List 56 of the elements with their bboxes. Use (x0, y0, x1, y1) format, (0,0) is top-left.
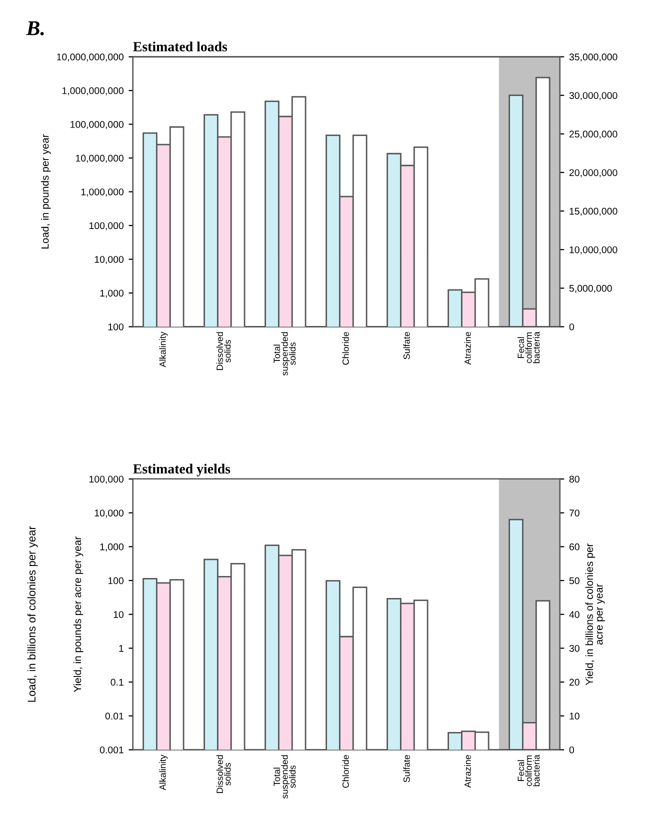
x-tick-label: Atrazine (464, 755, 471, 788)
y2-tick-label: 0 (569, 323, 574, 330)
x-tick-label: Total suspended solids (273, 332, 296, 376)
y-tick-label: 1,000 (100, 290, 124, 298)
y-tick-label: 100,000 (89, 222, 124, 230)
y2-tick-label: 20 (569, 678, 580, 686)
y-tick-label: 1,000,000 (81, 188, 124, 197)
y-axis-title: Yield, in pounds per acre per year (73, 536, 84, 692)
y-tick-label: 0.01 (105, 712, 124, 720)
y-tick-label: 100,000,000 (70, 121, 124, 130)
x-tick-label: Dissolved solids (216, 332, 231, 370)
x-tick-label: Total suspended solids (273, 755, 296, 799)
y-tick-label: 100,000 (89, 476, 124, 484)
y-tick-label: 10,000 (94, 510, 124, 518)
y2-tick-label: 25,000,000 (569, 130, 618, 139)
x-tick-label: Chloride (342, 755, 349, 788)
y-tick-label: 0.1 (110, 678, 124, 686)
x-tick-label: Alkalinity (159, 754, 168, 790)
x-tick-label: Alkalinity (159, 332, 168, 368)
y-tick-label: 10,000 (94, 256, 124, 264)
text: B. (26, 21, 44, 36)
chart-title: Estimated yields (133, 464, 230, 476)
y2-tick-label: 5,000,000 (569, 284, 612, 293)
y-tick-label: 10,000,000 (76, 154, 124, 163)
y2-tick-label: 10 (570, 712, 580, 720)
y2-tick-label: 15,000,000 (570, 208, 618, 216)
y2-tick-label: 50 (569, 577, 580, 584)
y-tick-label: 100 (108, 577, 124, 584)
text: Load, in billions of colonies per year (27, 526, 38, 702)
y-tick-label: 1 (119, 645, 124, 652)
y2-tick-label: 30,000,000 (569, 92, 618, 100)
y2-tick-label: 60 (569, 543, 580, 550)
y-axis-title: Load, in pounds per year (41, 134, 51, 249)
x-tick-label: Atrazine (464, 332, 471, 365)
y2-tick-label: 80 (569, 476, 580, 483)
y2-tick-label: 40 (569, 611, 580, 618)
y2-tick-label: 20,000,000 (569, 169, 618, 178)
y2-tick-label: 30 (569, 644, 580, 652)
y2-axis-title: Yield, in billions of colonies per acre per year (585, 544, 605, 686)
chart-title: Estimated loads (133, 42, 228, 52)
y-tick-label: 10,000,000,000 (57, 54, 124, 62)
x-tick-label: Sulfate (403, 755, 410, 782)
x-tick-label: Chloride (342, 332, 349, 365)
x-tick-label: Sulfate (403, 332, 410, 360)
y-tick-label: 0.001 (100, 746, 124, 754)
y2-tick-label: 70 (569, 510, 580, 516)
y2-tick-label: 35,000,000 (569, 54, 618, 62)
x-tick-label: Fecal coliform bacteria (517, 332, 540, 364)
y2-tick-label: 0 (569, 746, 574, 754)
y-tick-label: 10 (114, 611, 124, 618)
x-tick-label: Dissolved solids (216, 755, 231, 794)
y-tick-label: 100 (108, 323, 124, 330)
y-tick-label: 1,000,000,000 (62, 87, 124, 96)
y-tick-label: 1,000 (100, 543, 124, 552)
x-tick-label: Fecal coliform bacteria (517, 754, 540, 786)
y2-tick-label: 10,000,000 (570, 246, 618, 254)
